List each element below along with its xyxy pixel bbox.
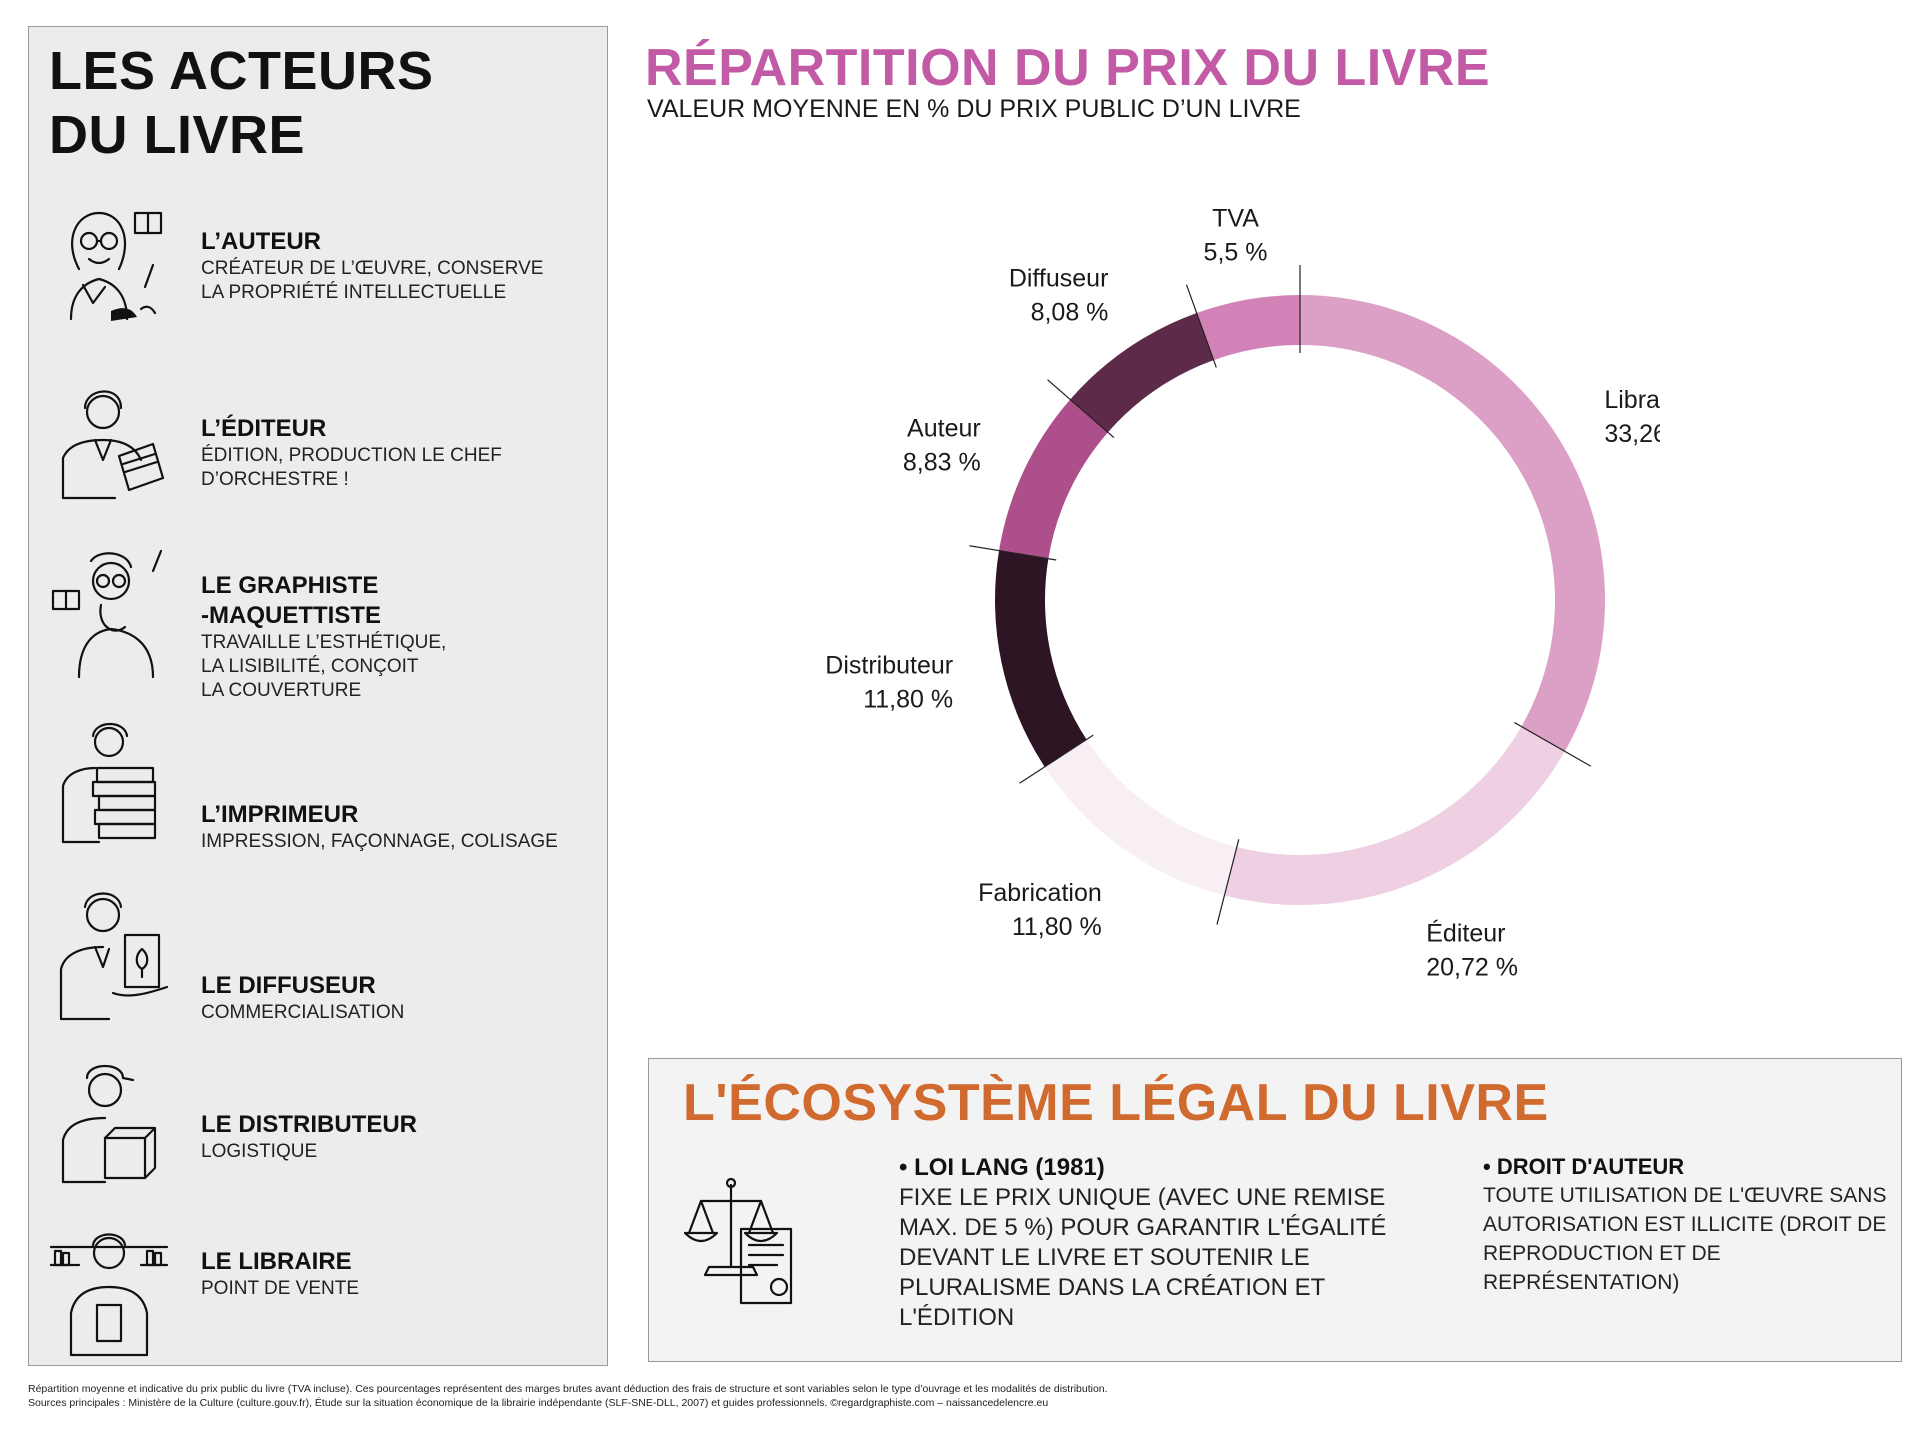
droit-auteur-block: • DROIT D'AUTEUR TOUTE UTILISATION DE L'… bbox=[1483, 1154, 1887, 1294]
legal-title: L'ÉCOSYSTÈME LÉGAL DU LIVRE bbox=[683, 1074, 1549, 1132]
actor-promoter: LE DIFFUSEUR COMMERCIALISATION bbox=[49, 883, 599, 1033]
slice-separator bbox=[969, 545, 1057, 561]
value-tva: 5,5 % bbox=[1204, 239, 1268, 267]
scales-justice-icon bbox=[683, 1177, 793, 1305]
author-icon bbox=[69, 211, 163, 321]
value-editeur: 20,72 % bbox=[1426, 953, 1518, 981]
actor-designer: LE GRAPHISTE -MAQUETTISTE TRAVAILLE L’ES… bbox=[49, 541, 599, 701]
actor-designer-text: LE GRAPHISTE -MAQUETTISTE TRAVAILLE L’ES… bbox=[201, 572, 447, 701]
footnote: Répartition moyenne et indicative du pri… bbox=[28, 1383, 1108, 1409]
delivery-icon bbox=[61, 1065, 157, 1184]
slice-diffuseur bbox=[1070, 313, 1214, 433]
printer-icon bbox=[61, 722, 157, 844]
value-distributeur: 11,80 % bbox=[863, 685, 953, 713]
actor-author: L’AUTEUR CRÉATEUR DE L’ŒUVRE, CONSERVE L… bbox=[49, 199, 599, 349]
actor-bookseller: LE LIBRAIRE POINT DE VENTE bbox=[49, 1225, 599, 1375]
value-auteur: 8,83 % bbox=[903, 448, 981, 476]
price-subtitle: VALEUR MOYENNE EN % DU PRIX PUBLIC D’UN … bbox=[647, 95, 1301, 123]
publisher-icon bbox=[61, 390, 165, 500]
slice-libraire bbox=[1300, 295, 1605, 752]
slice-separator bbox=[1216, 839, 1240, 925]
actors-panel: LES ACTEURS DU LIVRE L’AUTEUR CRÉATEUR D… bbox=[28, 26, 608, 1366]
price-donut-chart: Libraire 33,26 % Éditeur 20,72 % Fabrication… bbox=[825, 205, 1660, 982]
actor-promoter-text: LE DIFFUSEUR COMMERCIALISATION bbox=[201, 972, 405, 1023]
value-libraire: 33,26 % bbox=[1604, 420, 1660, 448]
actors-title: LES ACTEURS DU LIVRE bbox=[49, 41, 434, 165]
slice-separator bbox=[1047, 379, 1115, 439]
value-fabrication: 11,80 % bbox=[1012, 913, 1102, 941]
slice-fabrication bbox=[1044, 739, 1237, 896]
label-tva: TVA bbox=[1212, 205, 1259, 233]
actor-printer-text: L’IMPRIMEUR IMPRESSION, FAÇONNAGE, COLIS… bbox=[201, 801, 558, 852]
loi-lang-block: • LOI LANG (1981) FIXE LE PRIX UNIQUE (A… bbox=[899, 1154, 1387, 1331]
label-libraire: Libraire bbox=[1604, 386, 1660, 414]
actor-printer: L’IMPRIMEUR IMPRESSION, FAÇONNAGE, COLIS… bbox=[49, 712, 599, 862]
slice-auteur bbox=[999, 399, 1108, 559]
slice-editeur bbox=[1224, 726, 1565, 905]
price-title: RÉPARTITION DU PRIX DU LIVRE bbox=[645, 39, 1491, 97]
designer-icon bbox=[51, 549, 163, 679]
slice-separator bbox=[1185, 284, 1217, 368]
actor-publisher: L’ÉDITEUR ÉDITION, PRODUCTION LE CHEF D’… bbox=[49, 370, 599, 520]
label-editeur: Éditeur bbox=[1426, 918, 1505, 947]
actor-author-text: L’AUTEUR CRÉATEUR DE L’ŒUVRE, CONSERVE L… bbox=[201, 228, 544, 303]
slice-separator bbox=[1019, 734, 1094, 784]
actor-distributor-text: LE DISTRIBUTEUR LOGISTIQUE bbox=[201, 1111, 417, 1162]
label-fabrication: Fabrication bbox=[978, 879, 1102, 907]
legal-panel: L'ÉCOSYSTÈME LÉGAL DU LIVRE • LOI LANG (… bbox=[648, 1058, 1902, 1362]
actor-distributor: LE DISTRIBUTEUR LOGISTIQUE bbox=[49, 1054, 599, 1204]
label-auteur: Auteur bbox=[907, 414, 981, 442]
distributor-promo-icon bbox=[59, 892, 169, 1021]
value-diffuseur: 8,08 % bbox=[1031, 298, 1109, 326]
slice-distributeur bbox=[995, 550, 1087, 767]
bookseller-icon bbox=[49, 1233, 169, 1357]
slice-separator bbox=[1514, 722, 1592, 767]
actor-publisher-text: L’ÉDITEUR ÉDITION, PRODUCTION LE CHEF D’… bbox=[201, 415, 502, 490]
label-diffuseur: Diffuseur bbox=[1009, 264, 1109, 292]
actor-bookseller-text: LE LIBRAIRE POINT DE VENTE bbox=[201, 1248, 360, 1299]
label-distributeur: Distributeur bbox=[825, 651, 953, 679]
slice-tva bbox=[1196, 295, 1300, 361]
